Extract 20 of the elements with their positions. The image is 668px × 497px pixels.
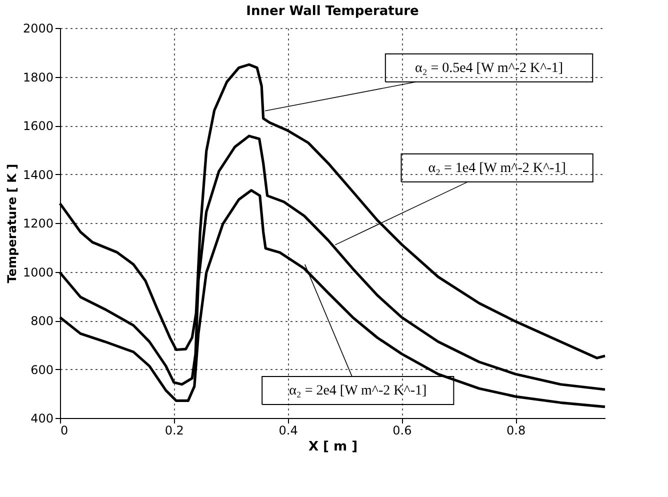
y-tick-label: 1200 (22, 216, 54, 230)
y-tick-label: 1800 (22, 70, 54, 84)
y-tick-label: 1600 (22, 119, 54, 133)
chart-title: Inner Wall Temperature (246, 4, 420, 19)
y-tick-label: 400 (30, 412, 54, 426)
x-tick-label: 0 (60, 424, 68, 438)
x-axis-title: X [ m ] (308, 440, 358, 454)
annotation: α₂ = 0.5e4 [W m^-2 K^-1] (414, 60, 564, 76)
y-tick-label: 600 (30, 362, 54, 377)
annotation: α₂ = 1e4 [W m^-2 K^-1] (428, 160, 566, 176)
x-tick-label: 0.6 (392, 424, 412, 438)
x-tick-label: 0.8 (506, 424, 526, 438)
y-tick-label: 1400 (22, 168, 54, 182)
y-axis-title: Temperature [ K ] (4, 164, 19, 284)
y-tick-label: 2000 (22, 22, 54, 36)
x-tick-label: 0.2 (164, 424, 184, 438)
x-tick-label: 0.4 (278, 424, 298, 438)
annotation: α₂ = 2e4 [W m^-2 K^-1] (289, 383, 427, 398)
y-tick-label: 800 (30, 314, 54, 328)
y-tick-label: 1000 (22, 265, 54, 280)
